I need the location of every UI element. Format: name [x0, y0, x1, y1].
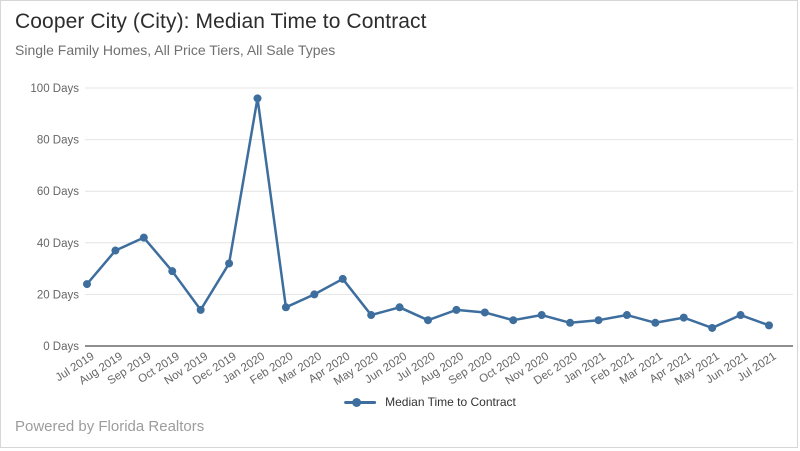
data-point[interactable] [253, 94, 262, 103]
data-point[interactable] [736, 311, 745, 320]
y-axis-tick-label: 20 Days [37, 289, 79, 301]
data-point[interactable] [594, 316, 603, 325]
data-point[interactable] [651, 318, 660, 327]
data-point[interactable] [708, 323, 717, 332]
data-point[interactable] [225, 259, 234, 268]
data-point[interactable] [480, 308, 489, 317]
data-point[interactable] [281, 303, 290, 312]
data-point[interactable] [367, 311, 376, 320]
legend-series-marker-icon [344, 397, 377, 407]
y-axis-tick-label: 100 Days [30, 83, 79, 95]
data-point[interactable] [452, 305, 461, 314]
data-point[interactable] [765, 321, 773, 330]
data-point[interactable] [111, 246, 120, 255]
y-axis-tick-label: 0 Days [43, 341, 79, 353]
data-point[interactable] [537, 311, 546, 320]
data-point[interactable] [566, 318, 575, 327]
data-point[interactable] [168, 267, 177, 276]
legend-item[interactable]: Median Time to Contract [344, 395, 516, 409]
data-point[interactable] [622, 311, 631, 320]
data-point[interactable] [338, 274, 347, 283]
legend-label: Median Time to Contract [385, 395, 516, 409]
series-line [85, 97, 771, 330]
data-point[interactable] [509, 316, 518, 325]
data-point[interactable] [395, 303, 404, 312]
legend-dot-icon [352, 397, 362, 407]
data-point[interactable] [424, 316, 432, 325]
data-point[interactable] [679, 313, 688, 322]
powered-by-text: Powered by Florida Realtors [15, 418, 205, 435]
y-axis-tick-label: 60 Days [37, 186, 79, 198]
chart-subtitle: Single Family Homes, All Price Tiers, Al… [15, 42, 336, 58]
y-axis-tick-label: 40 Days [37, 238, 79, 250]
y-axis-tick-label: 80 Days [37, 135, 79, 147]
chart-title: Cooper City (City): Median Time to Contr… [15, 10, 427, 33]
data-point[interactable] [83, 280, 91, 289]
data-point[interactable] [196, 305, 205, 314]
data-point[interactable] [139, 233, 148, 242]
data-point[interactable] [310, 290, 319, 299]
